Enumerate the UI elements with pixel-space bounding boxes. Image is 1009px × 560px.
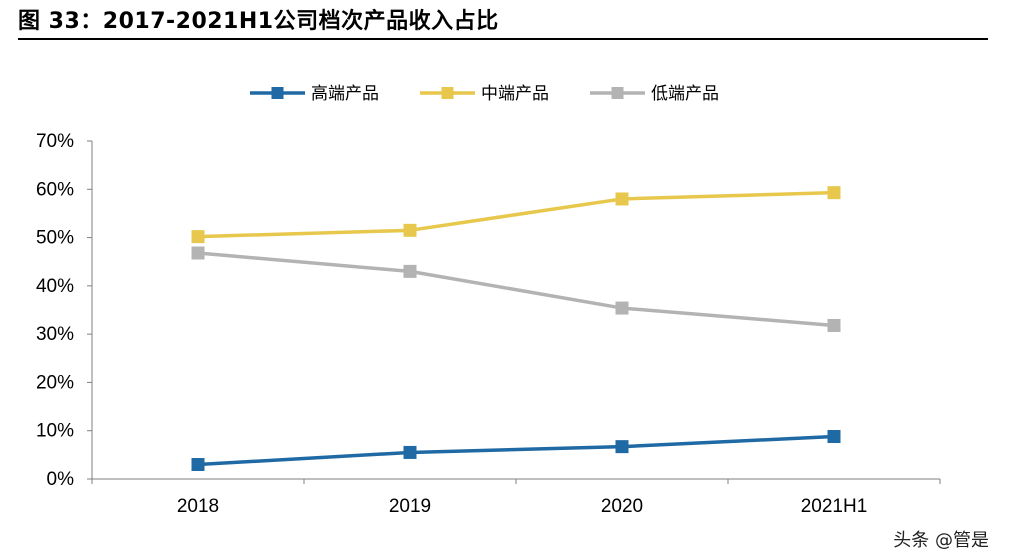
- figure-title: 图 33：2017-2021H1公司档次产品收入占比: [18, 9, 499, 34]
- y-tick-label: 60%: [36, 179, 74, 200]
- legend-marker-1: [271, 87, 284, 99]
- series-line-2: [197, 190, 835, 239]
- figure-title-bar: 图 33：2017-2021H1公司档次产品收入占比: [18, 0, 988, 40]
- legend-label-3: 低端产品: [651, 84, 719, 104]
- legend-marker-3: [611, 87, 624, 99]
- x-tick-label: 2020: [601, 496, 643, 517]
- series-3-point: [403, 264, 417, 278]
- series-2-point: [191, 230, 205, 244]
- y-tick-label: 0%: [47, 469, 75, 490]
- series-line-1: [197, 434, 835, 467]
- series-1-point: [827, 430, 841, 444]
- x-tick-label: 2021H1: [801, 496, 868, 517]
- y-tick-label: 70%: [36, 131, 74, 152]
- y-tick-label: 40%: [36, 276, 74, 297]
- series-1-point: [403, 445, 417, 459]
- series-3-point: [827, 318, 841, 332]
- series-3-point: [615, 301, 629, 315]
- series-3-point: [191, 246, 205, 260]
- series-line-3: [197, 251, 835, 328]
- y-tick-label: 20%: [36, 372, 74, 393]
- x-tick-label: 2019: [389, 496, 431, 517]
- series-2-point: [615, 192, 629, 206]
- legend-label-1: 高端产品: [311, 84, 379, 104]
- series-1-point: [191, 458, 205, 472]
- watermark: 头条 @管是: [893, 530, 989, 551]
- y-tick-label: 10%: [36, 421, 74, 442]
- series-2-point: [403, 223, 417, 237]
- legend-label-2: 中端产品: [481, 84, 549, 104]
- y-tick-label: 30%: [36, 324, 74, 345]
- series-2-point: [827, 186, 841, 200]
- y-tick-label: 50%: [36, 228, 74, 249]
- series-1-point: [615, 440, 629, 454]
- legend-marker-2: [441, 87, 454, 99]
- x-tick-label: 2018: [177, 496, 219, 517]
